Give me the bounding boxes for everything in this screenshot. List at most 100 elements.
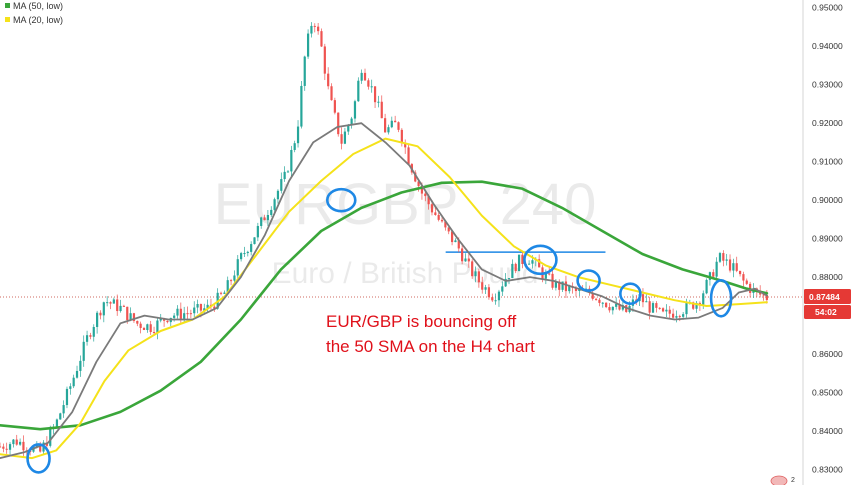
candle-body: [283, 171, 286, 180]
candle-body: [497, 291, 501, 301]
events-badge[interactable]: 2: [770, 475, 795, 485]
candle-body: [55, 419, 59, 427]
candle-body: [179, 308, 182, 319]
candle-body: [544, 273, 547, 279]
candle-body: [353, 101, 357, 119]
candle-body: [712, 272, 715, 277]
candle-body: [139, 323, 142, 328]
candle-body: [300, 85, 303, 127]
highlight-circle: [325, 187, 357, 213]
candle-body: [467, 258, 470, 262]
candle-body: [290, 149, 293, 172]
candle-body: [85, 335, 89, 342]
candle-body: [611, 306, 614, 311]
current-price-tag: 0.87484 54:02: [804, 289, 851, 320]
candle-body: [183, 313, 186, 319]
candle-body: [427, 196, 430, 205]
y-tick-label: 0.92000: [812, 118, 843, 128]
candle-body: [605, 302, 608, 308]
candle-body: [564, 281, 568, 292]
candle-body: [511, 263, 514, 279]
candle-body: [397, 122, 400, 130]
candle-body: [8, 444, 12, 450]
candle-body: [574, 288, 578, 292]
candle-body: [394, 120, 397, 123]
candle-body: [79, 360, 82, 371]
candle-body: [434, 212, 437, 215]
candle-body: [363, 72, 367, 81]
candle-body: [377, 101, 380, 103]
highlight-circle: [709, 279, 733, 318]
candle-body: [233, 275, 236, 281]
candle-body: [333, 100, 336, 113]
candle-body: [538, 259, 541, 268]
candle-body: [62, 405, 65, 414]
candle-body: [457, 240, 460, 249]
candle-body: [447, 227, 450, 232]
candle-body: [615, 303, 618, 307]
candle-body: [226, 280, 229, 293]
candle-body: [273, 199, 276, 210]
candle-body: [464, 258, 467, 262]
candle-body: [22, 441, 25, 451]
event-flag-icon[interactable]: [770, 475, 788, 485]
candle-body: [5, 448, 8, 450]
candle-body: [618, 303, 621, 310]
candle-body: [692, 302, 695, 309]
candle-body: [243, 253, 246, 255]
candle-body: [317, 26, 320, 32]
candle-body: [176, 308, 179, 316]
candle-body: [655, 303, 658, 308]
candle-body: [276, 190, 280, 200]
candle-body: [119, 305, 122, 312]
candle-body: [253, 237, 256, 245]
highlight-circle: [576, 269, 601, 292]
candle-body: [159, 318, 162, 321]
candle-body: [658, 307, 661, 309]
candle-body: [481, 282, 484, 290]
price-candles-series: [0, 22, 768, 458]
y-tick-label: 0.84000: [812, 426, 843, 436]
candle-body: [548, 273, 551, 275]
candle-body: [528, 263, 531, 265]
candle-body: [72, 377, 75, 387]
candle-body: [166, 320, 169, 323]
candle-body: [474, 271, 477, 277]
candle-body: [661, 308, 665, 312]
candle-body: [59, 413, 62, 420]
price-axis[interactable]: [803, 0, 852, 485]
candle-body: [501, 286, 504, 292]
candle-body: [112, 299, 115, 304]
candle-body: [337, 112, 340, 135]
candle-body: [682, 314, 685, 317]
candle-body: [196, 304, 199, 308]
ma50-line: [0, 180, 769, 431]
annotation-line-1: EUR/GBP is bouncing off: [326, 312, 517, 331]
candle-body: [404, 143, 407, 148]
candle-body: [136, 320, 139, 324]
candle-body: [313, 25, 316, 27]
candle-body: [558, 281, 561, 290]
candle-body: [340, 134, 343, 144]
watermark-symbol: EURGBP 240: [214, 172, 597, 237]
candle-body: [246, 251, 249, 254]
candle-body: [437, 214, 440, 220]
candle-body: [146, 324, 149, 331]
candle-body: [152, 331, 156, 333]
candle-body: [357, 80, 360, 102]
candle-body: [219, 292, 223, 294]
candle-body: [229, 280, 233, 282]
candle-body: [250, 244, 253, 252]
candle-body: [487, 287, 491, 298]
candle-body: [648, 301, 651, 313]
candle-body: [296, 126, 300, 144]
candle-body: [521, 254, 524, 264]
legend-item-ma20[interactable]: MA (20, low): [13, 15, 63, 25]
ma-gray-line: [0, 122, 768, 459]
candle-body: [203, 308, 206, 311]
candle-body: [327, 73, 330, 87]
candle-body: [471, 261, 474, 277]
legend-item-ma50[interactable]: MA (50, low): [13, 1, 63, 11]
